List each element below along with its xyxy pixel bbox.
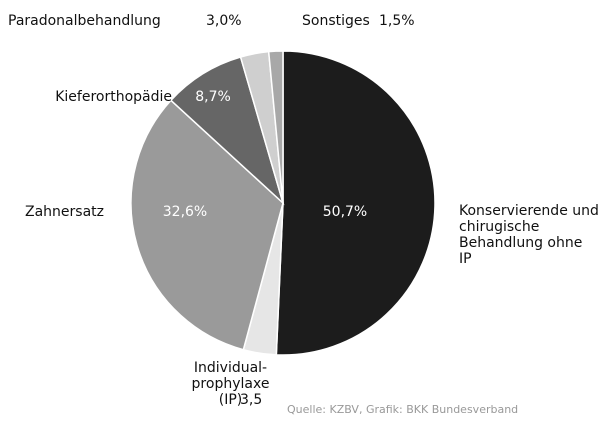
value-label: 32,6% [162,204,208,220]
value-label: 3,5 [240,392,263,408]
category-label: Sonstiges [302,13,370,29]
value-label: 1,5% [379,13,415,29]
category-label: Paradonalbehandlung [8,13,161,29]
category-label: Kieferorthopädie [55,89,172,105]
value-label: 50,7% [322,204,368,220]
category-label: Konservierende und chirugische Behandlun… [459,203,599,267]
wedge [169,56,285,206]
value-label: 3,0% [206,13,242,29]
value-label: 8,7% [195,89,231,105]
category-label: Zahnersatz [25,204,104,220]
source: Quelle: KZBV, Grafik: BKK Bundesverband [287,403,519,416]
wedge [275,50,436,356]
category-label: Individual-prophylaxe (IP) [191,360,270,408]
wedge [267,50,284,204]
wedge [130,99,284,351]
